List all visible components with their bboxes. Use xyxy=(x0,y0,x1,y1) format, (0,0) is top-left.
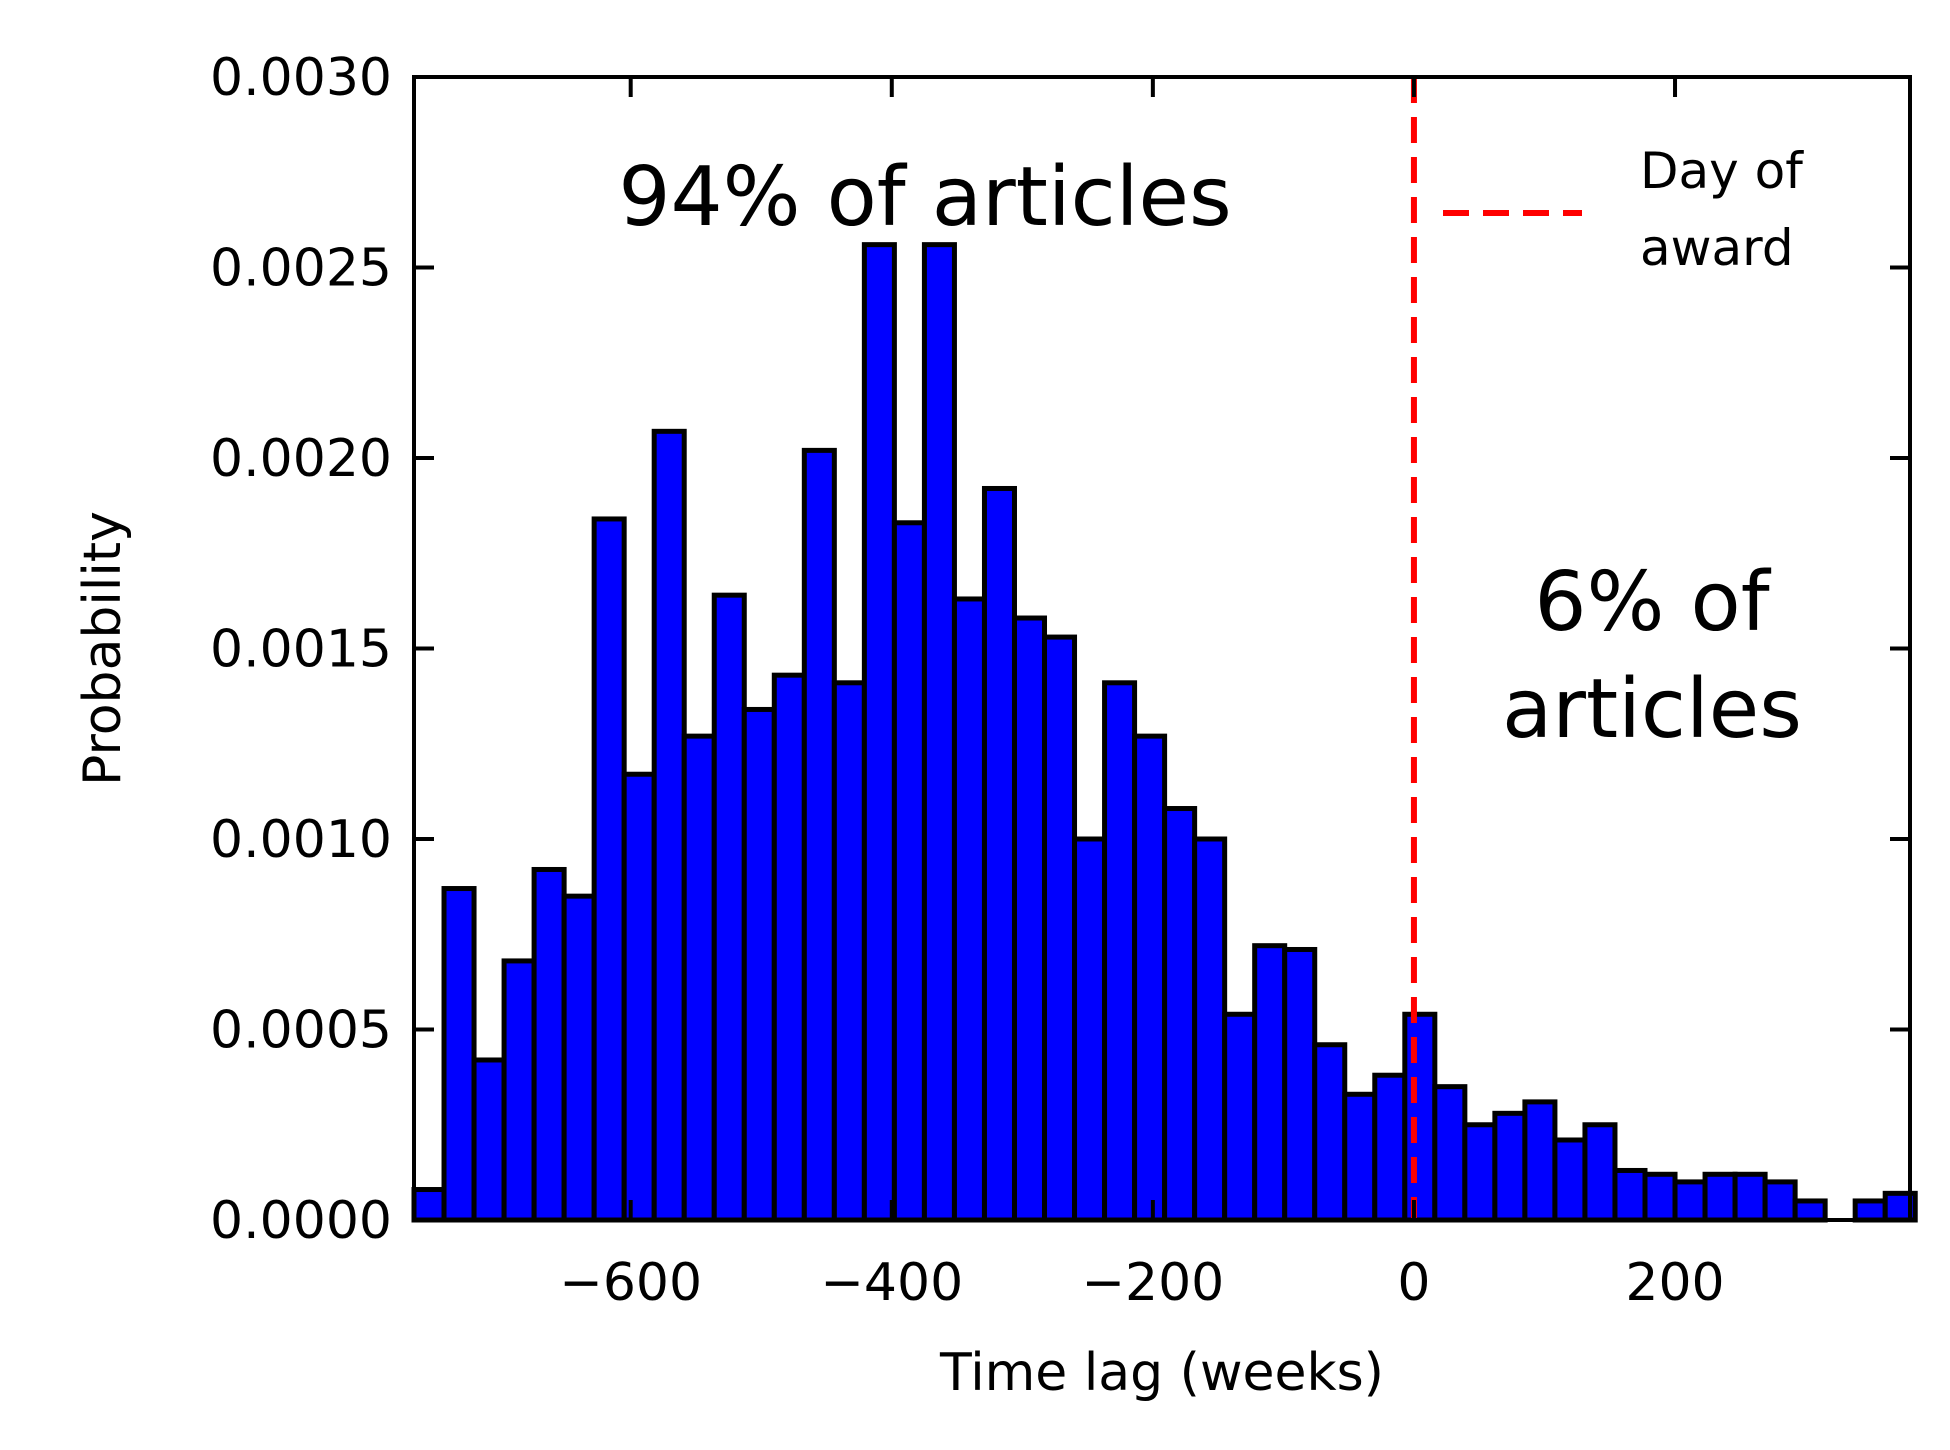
y-axis-label: Probability xyxy=(73,511,133,786)
histogram-bar xyxy=(651,428,687,1223)
histogram-bar xyxy=(1342,1091,1378,1223)
histogram-bar xyxy=(1762,1179,1798,1223)
bars-group xyxy=(411,242,1918,1223)
legend-label-line1: Day of xyxy=(1640,142,1804,200)
histogram-bar xyxy=(1732,1171,1768,1223)
histogram-bar xyxy=(1222,1011,1258,1223)
histogram-bar xyxy=(771,672,807,1223)
histogram-bar xyxy=(411,1187,447,1223)
histogram-bar xyxy=(981,485,1017,1223)
histogram-bar xyxy=(1792,1198,1828,1223)
x-tick-label: 200 xyxy=(1625,1253,1724,1313)
histogram-bar xyxy=(801,447,837,1223)
histogram-bar xyxy=(861,242,897,1223)
histogram-bar xyxy=(1282,946,1318,1223)
histogram-bar xyxy=(831,680,867,1223)
y-tick-label: 0.0005 xyxy=(210,1001,392,1061)
histogram-bar xyxy=(711,592,747,1223)
histogram-bar xyxy=(741,706,777,1223)
histogram-bar xyxy=(1702,1171,1738,1223)
histogram-bar xyxy=(1852,1198,1888,1223)
histogram-bar xyxy=(621,771,657,1223)
x-tick-label: 0 xyxy=(1397,1253,1430,1313)
histogram-bar xyxy=(1462,1122,1498,1223)
histogram-bar xyxy=(1011,615,1048,1223)
x-tick-label: −600 xyxy=(559,1253,702,1313)
histogram-bar xyxy=(1432,1084,1468,1223)
histogram-bar xyxy=(1552,1137,1588,1223)
histogram-bar xyxy=(441,886,477,1223)
histogram-bar xyxy=(1102,680,1138,1223)
histogram-bar xyxy=(681,733,717,1223)
histogram-bar xyxy=(1402,1011,1438,1223)
histogram-bar xyxy=(1642,1171,1678,1223)
histogram-bar xyxy=(561,893,597,1223)
y-tick-label: 0.0000 xyxy=(210,1191,392,1251)
histogram-bar xyxy=(951,596,987,1223)
annotation-right-line2: articles xyxy=(1502,662,1802,757)
histogram-bar xyxy=(1072,836,1108,1223)
histogram-bar xyxy=(591,516,627,1223)
y-tick-label: 0.0010 xyxy=(210,810,392,870)
y-tick-label: 0.0015 xyxy=(210,620,392,680)
legend: Day of award xyxy=(1443,142,1804,277)
histogram-bar xyxy=(1132,733,1168,1223)
histogram-bar xyxy=(501,958,537,1223)
x-axis-label: Time lag (weeks) xyxy=(939,1343,1384,1403)
y-tick-label: 0.0025 xyxy=(210,239,392,299)
legend-label-line2: award xyxy=(1640,219,1794,277)
histogram-bar xyxy=(1492,1110,1528,1223)
y-tick-label: 0.0020 xyxy=(210,429,392,489)
histogram-bar xyxy=(1372,1072,1408,1223)
histogram-bar xyxy=(471,1057,507,1223)
histogram-bar xyxy=(1312,1042,1348,1223)
histogram-bar xyxy=(1612,1167,1648,1223)
tick-labels-group: −600 −400 −200 0 200 0.0000 0.0005 0.0010 0.0015… xyxy=(210,48,1725,1313)
annotation-left: 94% of articles xyxy=(618,150,1231,245)
histogram-bar xyxy=(1522,1099,1558,1223)
ticks-group xyxy=(414,75,1910,1222)
histogram-bar xyxy=(1162,806,1198,1223)
histogram-bar xyxy=(1042,634,1078,1223)
histogram-bar xyxy=(1192,836,1228,1223)
y-tick-label: 0.0030 xyxy=(210,48,392,108)
histogram-bar xyxy=(1582,1122,1618,1223)
x-tick-label: −200 xyxy=(1081,1253,1224,1313)
histogram-bar xyxy=(921,242,957,1223)
histogram-bar xyxy=(891,520,927,1223)
x-tick-label: −400 xyxy=(820,1253,963,1313)
annotation-right-line1: 6% of xyxy=(1534,555,1771,650)
histogram-bar xyxy=(1252,943,1288,1223)
histogram-bar xyxy=(531,866,567,1223)
histogram-bar xyxy=(1672,1179,1708,1223)
